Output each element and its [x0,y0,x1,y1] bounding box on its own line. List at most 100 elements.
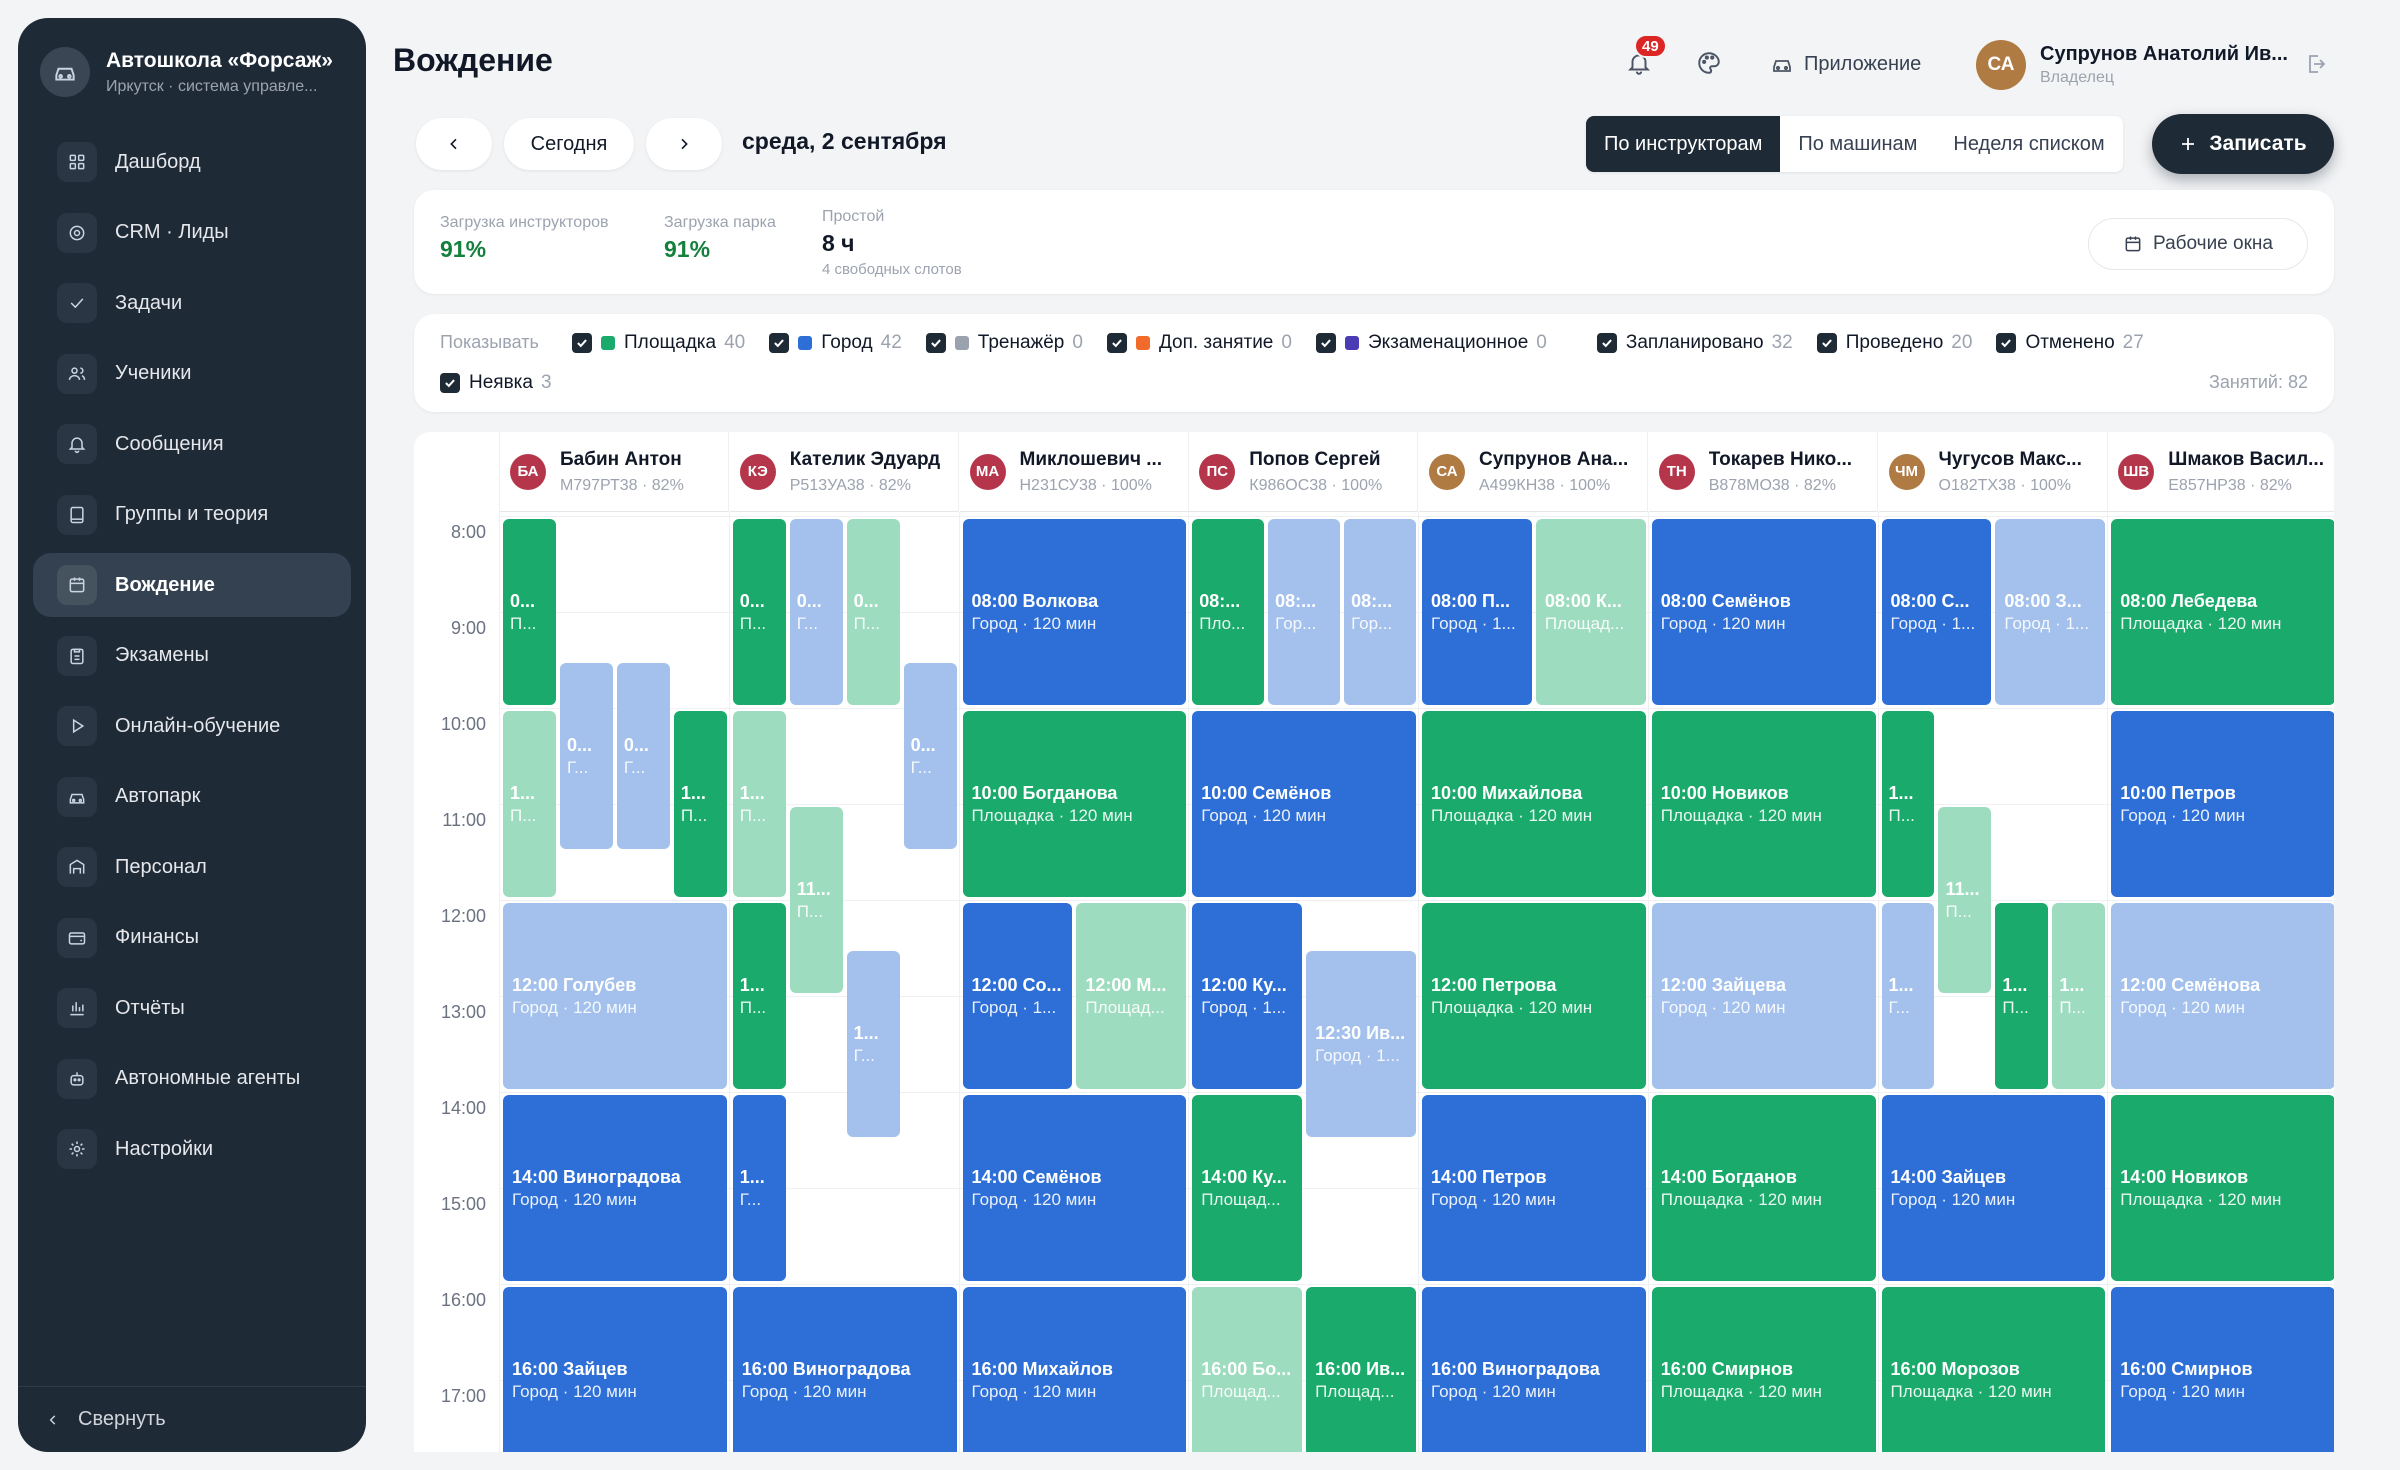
instructor-header[interactable]: ЧМ Чугусов Макс... О182ТХ38 · 100% [1878,432,2108,512]
filter-noshow[interactable]: Неявка 3 [440,372,552,394]
lesson-block[interactable]: 12:00 Петрова Площадка · 120 мин [1422,903,1646,1089]
lesson-block[interactable]: 10:00 Богданова Площадка · 120 мин [962,711,1187,897]
brand[interactable]: Автошкола «Форсаж» Иркутск · система упр… [40,42,333,102]
lesson-block[interactable]: 12:00 Зайцева Город · 120 мин [1651,903,1876,1089]
lesson-block[interactable]: 16:00 Смирнов Город · 120 мин [2111,1287,2334,1452]
lesson-block[interactable]: 1... П... [673,711,727,897]
lesson-block[interactable]: 0... П... [846,519,900,705]
sidebar-item-8[interactable]: Онлайн-обучение [33,694,351,758]
filter-item-5[interactable]: Запланировано 32 [1596,332,1793,354]
today-button[interactable]: Сегодня [504,118,634,170]
lesson-block[interactable]: 10:00 Петров Город · 120 мин [2111,711,2334,897]
sidebar-item-11[interactable]: Финансы [33,906,351,970]
lesson-block[interactable]: 08:00 Лебедева Площадка · 120 мин [2111,519,2334,705]
lesson-block[interactable]: 1... Г... [732,1095,786,1281]
sidebar-item-5[interactable]: Группы и теория [33,483,351,547]
lesson-block[interactable]: 08:... Гор... [1268,519,1341,705]
lesson-block[interactable]: 14:00 Ку... Площад... [1192,1095,1303,1281]
lesson-block[interactable]: 1... П... [1881,711,1935,897]
lesson-block[interactable]: 10:00 Михайлова Площадка · 120 мин [1422,711,1646,897]
filter-item-0[interactable]: Площадка 40 [572,332,745,354]
instructor-header[interactable]: КЭ Кателик Эдуард Р513УА38 · 82% [729,432,959,512]
user-menu[interactable]: СА Супрунов Анатолий Ив... Владелец [1976,38,2288,92]
lesson-block[interactable]: 08:00 З... Город · 1... [1995,519,2106,705]
lesson-block[interactable]: 1... П... [2052,903,2106,1089]
lesson-block[interactable]: 14:00 Новиков Площадка · 120 мин [2111,1095,2334,1281]
prev-day-button[interactable] [416,118,492,170]
lesson-block[interactable]: 14:00 Семёнов Город · 120 мин [962,1095,1187,1281]
lesson-block[interactable]: 08:... Пло... [1192,519,1265,705]
filter-item-2[interactable]: Тренажёр 0 [925,332,1083,354]
lesson-block[interactable]: 0... П... [732,519,786,705]
sidebar-item-7[interactable]: Экзамены [33,624,351,688]
lesson-block[interactable]: 10:00 Новиков Площадка · 120 мин [1651,711,1876,897]
lesson-block[interactable]: 0... Г... [789,519,843,705]
sidebar-item-6[interactable]: Вождение [33,553,351,617]
lesson-block[interactable]: 12:00 Семёнова Город · 120 мин [2111,903,2334,1089]
instructor-header[interactable]: ПС Попов Сергей К986ОС38 · 100% [1189,432,1419,512]
lesson-block[interactable]: 11... П... [789,807,843,993]
lesson-block[interactable]: 11... П... [1938,807,1992,993]
sidebar-item-3[interactable]: Ученики [33,342,351,406]
instructor-header[interactable]: МА Миклошевич ... Н231СУ38 · 100% [959,432,1189,512]
sidebar-item-10[interactable]: Персонал [33,835,351,899]
lesson-block[interactable]: 1... П... [732,903,786,1089]
lesson-block[interactable]: 12:00 Ку... Город · 1... [1192,903,1303,1089]
lesson-block[interactable]: 0... Г... [616,663,670,849]
palette-icon[interactable] [1692,46,1726,80]
filter-item-6[interactable]: Проведено 20 [1816,332,1972,354]
lesson-block[interactable]: 08:00 К... Площад... [1535,519,1646,705]
sidebar-item-1[interactable]: CRM · Лиды [33,201,351,265]
filter-item-4[interactable]: Экзаменационное 0 [1315,332,1547,354]
lesson-block[interactable]: 12:00 М... Площад... [1076,903,1187,1089]
lesson-block[interactable]: 12:30 Ив... Город · 1... [1306,951,1416,1137]
instructor-header[interactable]: ТН Токарев Нико... В878МО38 · 82% [1648,432,1878,512]
instructor-header[interactable]: СА Супрунов Ана... А499КН38 · 100% [1419,432,1648,512]
work-windows-button[interactable]: Рабочие окна [2088,218,2308,270]
instructor-header[interactable]: ШВ Шмаков Васил... Е857НР38 · 82% [2108,432,2334,512]
sidebar-item-12[interactable]: Отчёты [33,976,351,1040]
filter-item-7[interactable]: Отменено 27 [1996,332,2144,354]
view-week-list-tab[interactable]: Неделя списком [1953,132,2105,155]
lesson-block[interactable]: 08:... Гор... [1344,519,1416,705]
filter-item-1[interactable]: Город 42 [769,332,902,354]
lesson-block[interactable]: 1... Г... [846,951,900,1137]
lesson-block[interactable]: 14:00 Зайцев Город · 120 мин [1881,1095,2106,1281]
lesson-block[interactable]: 16:00 Виноградова Город · 120 мин [732,1287,957,1452]
logout-icon[interactable] [2300,48,2332,80]
lesson-block[interactable]: 16:00 Морозов Площадка · 120 мин [1881,1287,2106,1452]
view-by-instructors-tab[interactable]: По инструкторам [1586,116,1781,172]
book-lesson-button[interactable]: Записать [2152,114,2334,174]
lesson-block[interactable]: 1... П... [503,711,556,897]
sidebar-item-0[interactable]: Дашборд [33,130,351,194]
lesson-block[interactable]: 08:00 Волкова Город · 120 мин [962,519,1187,705]
lesson-block[interactable]: 16:00 Зайцев Город · 120 мин [503,1287,727,1452]
lesson-block[interactable]: 10:00 Семёнов Город · 120 мин [1192,711,1416,897]
view-by-cars-tab[interactable]: По машинам [1798,132,1918,155]
lesson-block[interactable]: 08:00 П... Город · 1... [1422,519,1532,705]
lesson-block[interactable]: 14:00 Виноградова Город · 120 мин [503,1095,727,1281]
lesson-block[interactable]: 16:00 Смирнов Площадка · 120 мин [1651,1287,1876,1452]
sidebar-item-4[interactable]: Сообщения [33,412,351,476]
next-day-button[interactable] [646,118,722,170]
lesson-block[interactable]: 0... П... [503,519,556,705]
instructor-header[interactable]: БА Бабин Антон М797РТ38 · 82% [500,432,729,512]
sidebar-item-2[interactable]: Задачи [33,271,351,335]
lesson-block[interactable]: 14:00 Петров Город · 120 мин [1422,1095,1646,1281]
lesson-block[interactable]: 1... П... [732,711,786,897]
lesson-block[interactable]: 12:00 Голубев Город · 120 мин [503,903,727,1089]
lesson-block[interactable]: 16:00 Михайлов Город · 120 мин [962,1287,1187,1452]
lesson-block[interactable]: 16:00 Ив... Площад... [1306,1287,1416,1452]
lesson-block[interactable]: 08:00 С... Город · 1... [1881,519,1992,705]
sidebar-item-13[interactable]: Автономные агенты [33,1047,351,1111]
sidebar-item-9[interactable]: Автопарк [33,765,351,829]
lesson-block[interactable]: 12:00 Со... Город · 1... [962,903,1073,1089]
lesson-block[interactable]: 14:00 Богданов Площадка · 120 мин [1651,1095,1876,1281]
lesson-block[interactable]: 1... Г... [1881,903,1935,1089]
sidebar-item-14[interactable]: Настройки [33,1117,351,1181]
lesson-block[interactable]: 08:00 Семёнов Город · 120 мин [1651,519,1876,705]
lesson-block[interactable]: 16:00 Виноградова Город · 120 мин [1422,1287,1646,1452]
lesson-block[interactable]: 0... Г... [559,663,613,849]
lesson-block[interactable]: 16:00 Бо... Площад... [1192,1287,1303,1452]
lesson-block[interactable]: 1... П... [1995,903,2049,1089]
